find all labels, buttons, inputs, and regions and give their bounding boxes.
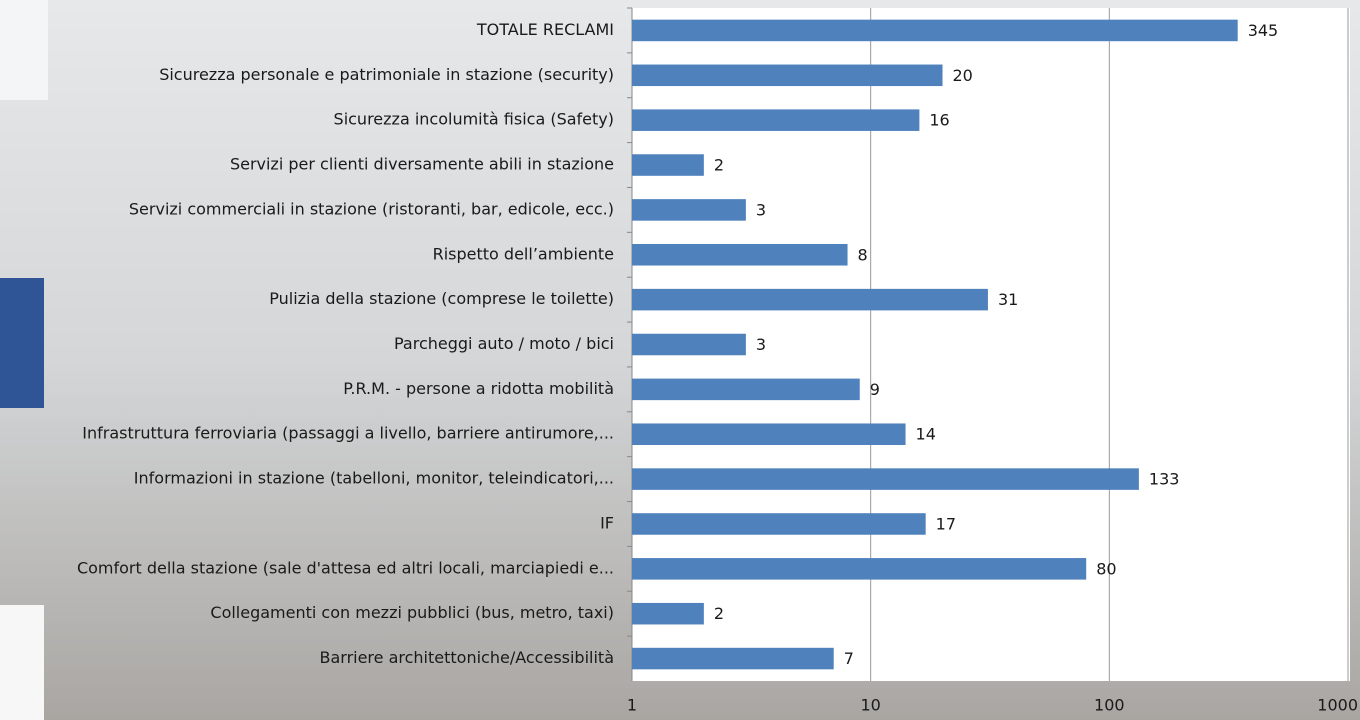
bar: [632, 378, 860, 401]
data-label: 3: [756, 200, 766, 219]
data-label: 14: [916, 425, 936, 444]
y-tick-label: IF: [600, 513, 614, 532]
bar: [632, 109, 920, 131]
bar: [632, 558, 1087, 580]
data-label: 2: [714, 156, 724, 175]
y-tick-label: Informazioni in stazione (tabelloni, mon…: [134, 469, 614, 488]
x-tick-label: 1: [627, 696, 637, 715]
bar: [632, 647, 834, 670]
y-tick-label: Sicurezza personale e patrimoniale in st…: [159, 65, 614, 84]
panel: [0, 605, 44, 720]
y-tick-label: Comfort della stazione (sale d'attesa ed…: [77, 558, 614, 577]
bar: [632, 288, 988, 311]
x-tick-label: 1000: [1317, 696, 1358, 715]
bar: [632, 513, 926, 535]
y-tick-label: TOTALE RECLAMI: [476, 20, 614, 39]
y-tick-label: Rispetto dell’ambiente: [433, 244, 614, 263]
data-label: 9: [870, 380, 880, 399]
data-label: 3: [756, 335, 766, 354]
bar: [632, 199, 746, 221]
data-label: 31: [998, 290, 1018, 309]
bar: [632, 64, 943, 87]
y-tick-label: Barriere architettoniche/Accessibilità: [319, 648, 614, 667]
data-label: 7: [844, 649, 854, 668]
data-label: 17: [936, 514, 956, 533]
data-label: 133: [1149, 470, 1180, 489]
bar: [632, 19, 1238, 42]
y-tick-label: Collegamenti con mezzi pubblici (bus, me…: [210, 603, 614, 622]
data-label: 16: [929, 111, 949, 130]
data-label: 80: [1096, 559, 1116, 578]
data-label: 2: [714, 604, 724, 623]
y-tick-label: Parcheggi auto / moto / bici: [394, 334, 614, 353]
bar: [632, 154, 704, 176]
data-label: 8: [858, 245, 868, 264]
data-label: 345: [1248, 21, 1279, 40]
panel: [0, 0, 48, 100]
y-tick-label: Infrastruttura ferroviaria (passaggi a l…: [82, 424, 614, 443]
bar: [632, 423, 906, 446]
y-tick-label: P.R.M. - persone a ridotta mobilità: [343, 379, 614, 398]
x-tick-label: 100: [1094, 696, 1125, 715]
bar: [632, 468, 1139, 490]
bar: [632, 602, 704, 625]
y-tick-label: Servizi commerciali in stazione (ristora…: [129, 199, 614, 218]
x-tick-label: 10: [860, 696, 880, 715]
y-tick-label: Sicurezza incolumità fisica (Safety): [334, 110, 614, 129]
y-tick-label: Pulizia della stazione (comprese le toil…: [269, 289, 614, 308]
bar: [632, 243, 848, 266]
y-tick-label: Servizi per clienti diversamente abili i…: [230, 155, 614, 174]
panel: [0, 278, 44, 408]
data-label: 20: [953, 66, 973, 85]
bar: [632, 333, 746, 356]
